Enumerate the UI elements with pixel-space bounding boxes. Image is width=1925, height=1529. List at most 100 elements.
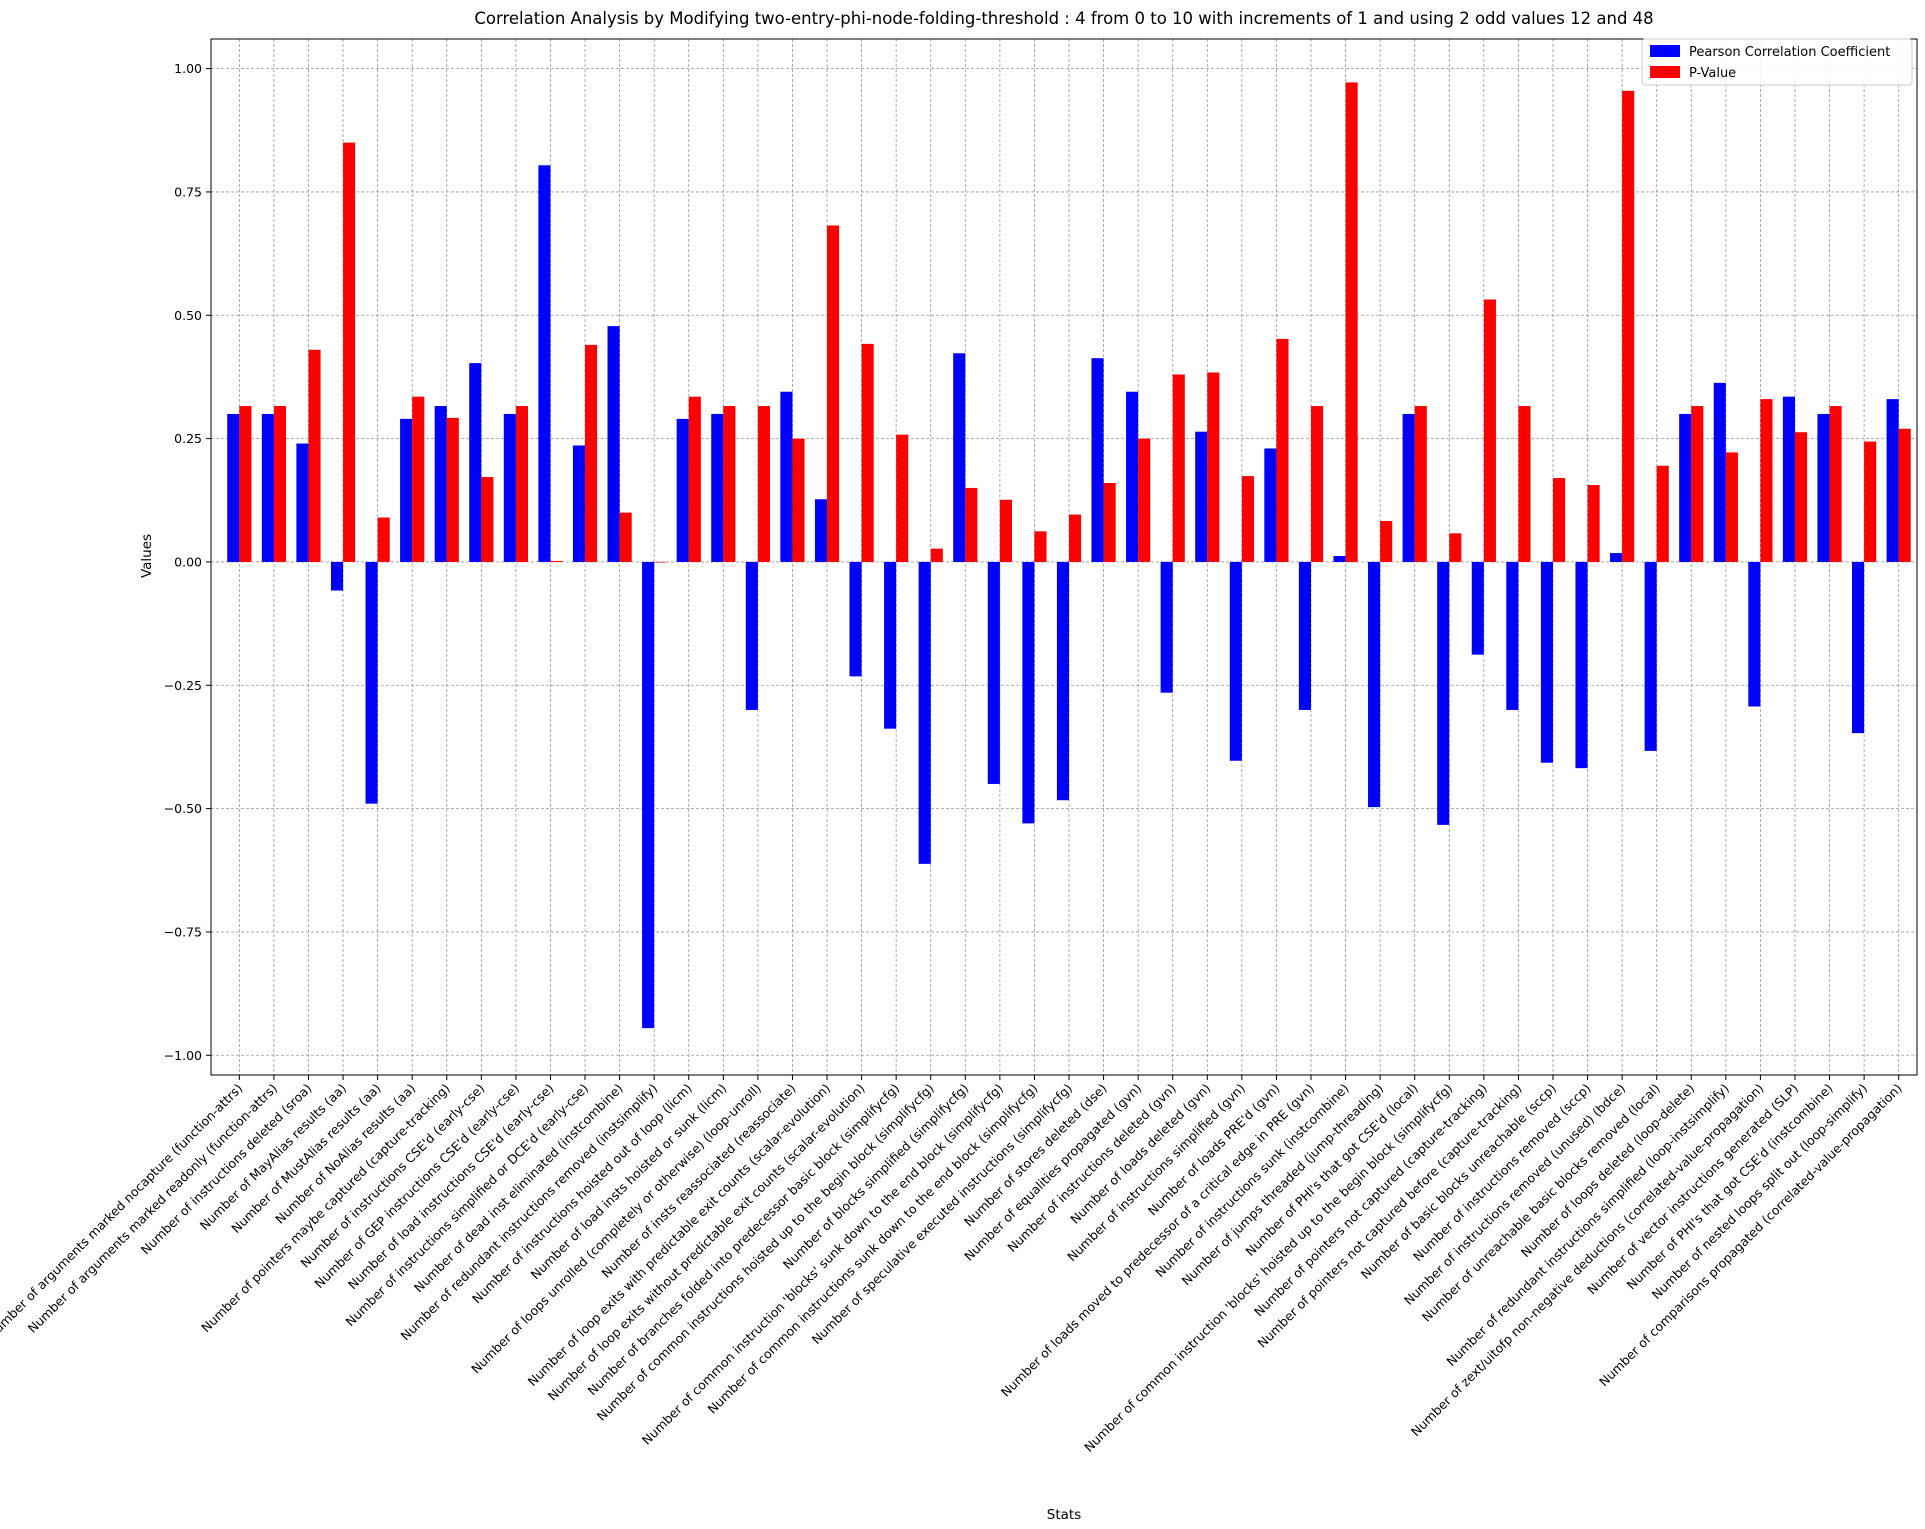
pearson-bar [1817,413,1830,562]
pearson-bar [1679,413,1692,562]
y-axis-label: Values [139,534,155,578]
p-value-bar [861,343,874,562]
pearson-bar [400,418,413,562]
y-tick-label: 0.00 [174,554,202,569]
p-value-bar [481,477,494,562]
p-value-bar [1103,483,1116,562]
legend-label-p-value: P-Value [1689,66,1736,81]
pearson-bar [1264,448,1277,562]
pearson-bar [1713,382,1726,562]
p-value-bar [1656,465,1669,562]
y-tick-label: −0.50 [164,801,202,816]
p-value-bar [377,517,390,562]
pearson-bar [1886,399,1899,562]
y-tick-label: 0.75 [174,184,202,199]
pearson-bar [1091,358,1104,562]
p-value-bar [1172,374,1185,562]
p-value-bar [1034,531,1047,562]
pearson-bar [953,353,966,562]
p-value-bar [654,561,667,563]
p-value-bar [757,406,770,562]
p-value-bar [1276,338,1289,562]
p-value-bar [343,142,356,562]
pearson-bar [1748,561,1761,707]
pearson-bar [1298,561,1311,710]
plot-area-frame [210,38,1918,1076]
pearson-bar [780,391,793,562]
pearson-bar [918,561,931,864]
p-value-bar [1449,533,1462,562]
p-value-bar [446,417,459,562]
p-value-bar [1380,520,1393,562]
pearson-bar [572,445,586,562]
pearson-bar [711,413,724,562]
pearson-bar [1022,561,1035,824]
chart-title: Correlation Analysis by Modifying two-en… [474,9,1653,28]
pearson-bar [1437,561,1450,825]
pearson-bar [1540,561,1553,763]
pearson-bar [884,561,897,729]
pearson-bar [849,561,862,677]
legend: Pearson Correlation Coefficient P-Value [1641,38,1913,86]
pearson-bar [1056,561,1070,801]
p-value-bar [723,406,736,562]
pearson-bar [1471,561,1484,655]
pearson-bar [987,561,1000,784]
p-value-bar [688,396,701,562]
p-value-bar [1414,406,1427,562]
p-value-bar [1691,406,1704,562]
pearson-bar [1610,553,1623,562]
pearson-bars [227,165,1899,1029]
pearson-bar [469,363,482,562]
pearson-bar [296,443,309,562]
legend-swatch-pearson [1650,45,1680,57]
p-value-bar [1345,82,1358,562]
pearson-bar [814,499,828,562]
y-tick-label: 0.25 [174,431,202,446]
p-value-bar [965,487,978,562]
p-value-bar [1622,90,1635,562]
p-value-bar [273,406,287,562]
pearson-bar [538,165,551,562]
pearson-bar [227,413,240,562]
pearson-bar [642,561,655,1029]
p-value-bar [585,344,598,562]
p-value-bar [827,225,840,562]
legend-label-pearson: Pearson Correlation Coefficient [1689,45,1890,60]
pearson-bar [261,413,274,562]
p-value-bar [1483,299,1496,562]
pearson-bar [365,561,378,804]
pearson-bar [1229,561,1242,761]
p-value-bar [515,406,529,562]
p-value-bar [308,349,321,562]
p-value-bar [619,512,632,562]
y-tick-label: 1.00 [174,61,202,76]
p-value-bar [1587,484,1600,562]
p-value-bar [1241,476,1254,562]
pearson-bar [434,406,447,562]
pearson-bar [607,326,620,562]
p-value-bar [1725,452,1738,562]
p-value-bar [1138,438,1151,562]
pearson-bar [1160,561,1173,693]
p-value-bar [1829,406,1842,562]
y-tick-label: −1.00 [164,1048,202,1063]
p-value-bar [1207,372,1220,562]
p-value-bar [1552,478,1566,562]
y-tick-label: −0.25 [164,678,202,693]
legend-box [1641,38,1913,86]
p-value-bar [1864,441,1877,562]
pearson-bar [676,418,689,562]
pearson-bar [1368,561,1381,808]
pearson-bar [1333,556,1346,562]
x-axis-label: Stats [1047,1507,1081,1523]
pearson-bar [1126,391,1139,562]
p-value-bar [550,560,563,562]
pearson-bar [1195,431,1208,562]
p-value-bar [1760,399,1773,562]
pearson-bar [1782,396,1795,562]
p-value-bar [412,396,425,562]
pearson-bar [1852,561,1865,734]
